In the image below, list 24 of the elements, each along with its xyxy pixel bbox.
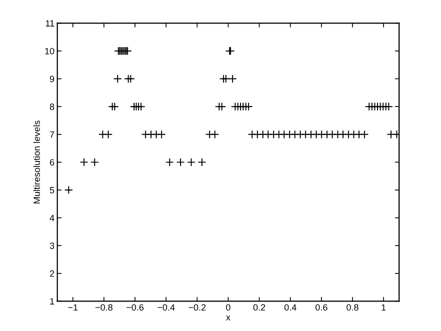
x-tick-label: −0.6 bbox=[126, 304, 144, 311]
x-tick-label: −0.8 bbox=[95, 304, 112, 311]
y-tick-label: 2 bbox=[50, 270, 54, 277]
y-tick-label: 8 bbox=[50, 104, 54, 110]
x-tick-label: 0.6 bbox=[316, 304, 328, 311]
x-tick-label: −0.4 bbox=[158, 304, 175, 311]
x-tick-label: 1 bbox=[382, 304, 386, 311]
y-tick-label: 9 bbox=[50, 76, 54, 82]
y-tick-label: 3 bbox=[50, 242, 54, 249]
x-tick-label: −1 bbox=[68, 304, 78, 311]
y-tick-label: 11 bbox=[46, 20, 54, 26]
y-tick-label: 6 bbox=[50, 159, 54, 166]
y-tick-label: 7 bbox=[50, 131, 54, 138]
y-axis-title: Multiresolution levels bbox=[33, 120, 40, 204]
y-tick-label: 5 bbox=[50, 187, 54, 194]
x-tick-label: −0.2 bbox=[188, 304, 206, 311]
x-tick-label: 0.2 bbox=[253, 304, 266, 311]
x-tick-label: 0.8 bbox=[346, 304, 358, 311]
y-tick-label: 1 bbox=[50, 298, 54, 304]
x-axis-title: x bbox=[226, 316, 230, 320]
x-tick-label: 0.4 bbox=[284, 304, 296, 311]
y-tick-label: 4 bbox=[50, 214, 54, 222]
x-tick-label: 0 bbox=[226, 304, 230, 311]
y-tick-label: 10 bbox=[45, 48, 54, 54]
